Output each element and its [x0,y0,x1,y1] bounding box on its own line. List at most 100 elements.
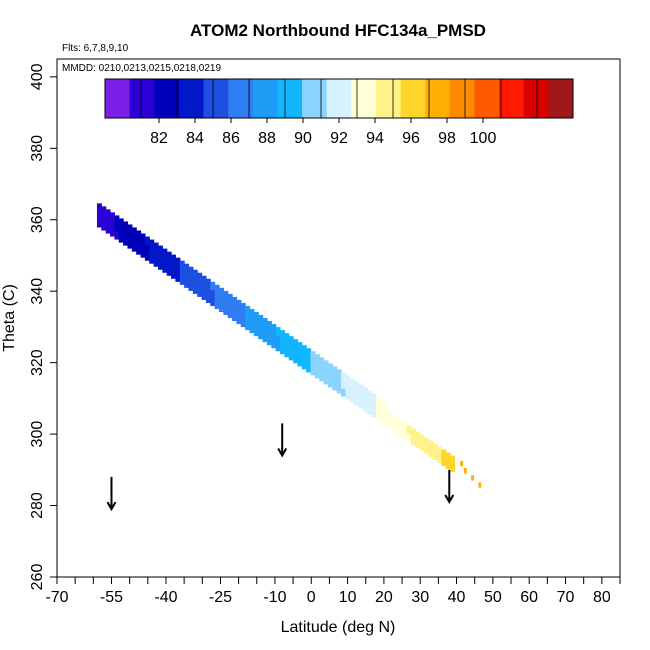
heatmap-cell [410,428,416,437]
heatmap-cell [323,375,329,385]
heatmap-cell [258,330,264,340]
heatmap-cell [144,236,150,245]
heatmap-cell [258,322,264,332]
heatmap-cell [171,270,177,279]
heatmap-cell [136,246,142,255]
heatmap-cell [110,228,115,237]
heatmap-cell [288,351,294,361]
heatmap-cell [249,308,255,318]
heatmap-cell [179,260,185,270]
heatmap-cell [349,394,355,403]
y-tick-label: 280 [29,492,46,519]
heatmap-cell [393,416,399,425]
colorbar-swatch [203,79,229,118]
heatmap-cell [450,463,455,472]
heatmap-cell [354,397,360,406]
data-band [96,203,482,488]
heatmap-cell [175,265,181,274]
heatmap-cell [271,339,277,349]
heatmap-cell [310,366,316,376]
heatmap-cell [323,360,329,369]
heatmap-cell [327,379,333,388]
y-tick-label: 380 [29,135,46,162]
heatmap-cell [127,224,133,233]
heatmap-cell [375,412,381,421]
heatmap-cell [131,235,137,244]
heatmap-cell [110,220,115,229]
heatmap-cell [306,356,312,365]
heatmap-cell [306,348,312,357]
x-tick-label: 50 [484,589,502,606]
colorbar-tick-label: 84 [186,130,204,147]
heatmap-cell [428,440,434,450]
heatmap-cell [419,442,425,451]
colorbar-swatch [449,79,475,118]
heatmap-cell [402,430,408,439]
heatmap-cell [362,387,368,396]
heatmap-cell [110,212,115,221]
heatmap-cell [460,460,464,467]
heatmap-cell [367,398,373,407]
colorbar-tick-label: 98 [438,130,456,147]
heatmap-cell [96,203,102,212]
heatmap-cell [358,392,364,401]
heatmap-cell [406,425,412,434]
heatmap-cell [218,295,224,305]
heatmap-cell [384,418,390,427]
plot-frame [56,58,621,578]
colorbar-swatch [375,79,402,118]
heatmap-cell [149,239,155,249]
heatmap-cell [445,452,451,462]
heatmap-cell [96,219,102,228]
heatmap-cell [397,419,403,428]
heatmap-cell [127,240,133,249]
heatmap-cell [214,284,220,294]
heatmap-cell [441,457,447,466]
heatmap-cell [188,274,194,284]
heatmap-cell [358,384,364,393]
heatmap-cell [218,287,224,297]
heatmap-cell [162,256,168,265]
colorbar-tick-label: 88 [258,130,276,147]
x-tick-label: 80 [593,589,611,606]
heatmap-cell [314,354,320,363]
y-axis-label: Theta (C) [1,284,18,352]
heatmap-cell [275,327,281,336]
colorbar-swatch [277,79,303,118]
heatmap-cell [432,451,438,460]
heatmap-cell [240,302,246,312]
colorbar-swatch [400,79,426,118]
colorbar-swatch [228,79,254,118]
heatmap-cell [96,211,102,220]
heatmap-cell [245,321,251,331]
dates-note: MMDD: 0210,0213,0215,0218,0219 [62,63,221,74]
heatmap-cell [123,237,129,246]
heatmap-cell [341,388,347,397]
down-arrow-icon [277,423,288,458]
heatmap-cell [240,318,246,328]
heatmap-cell [105,209,111,218]
heatmap-cell [301,345,307,354]
heatmap-cell [362,403,368,412]
heatmap-cell [349,378,355,387]
heatmap-cell [245,305,251,315]
heatmap-cell [184,263,190,273]
heatmap-cell [327,371,333,380]
heatmap-cell [388,421,394,430]
heatmap-cell [293,354,299,364]
heatmap-cell [336,377,342,386]
x-tick-label: 70 [557,589,575,606]
heatmap-cell [153,242,159,252]
heatmap-cell [157,261,163,270]
heatmap-cell [201,291,207,300]
heatmap-cell [336,369,342,378]
heatmap-cell [297,342,303,351]
heatmap-cell [345,383,351,392]
heatmap-cell [253,327,259,337]
heatmap-cell [349,386,355,395]
heatmap-cell [232,296,238,306]
x-tick-label: 40 [448,589,466,606]
colorbar: 82 84 86 88 90 92 94 96 98 100 [104,78,574,147]
heatmap-cell [471,475,474,481]
heatmap-cell [149,255,155,264]
